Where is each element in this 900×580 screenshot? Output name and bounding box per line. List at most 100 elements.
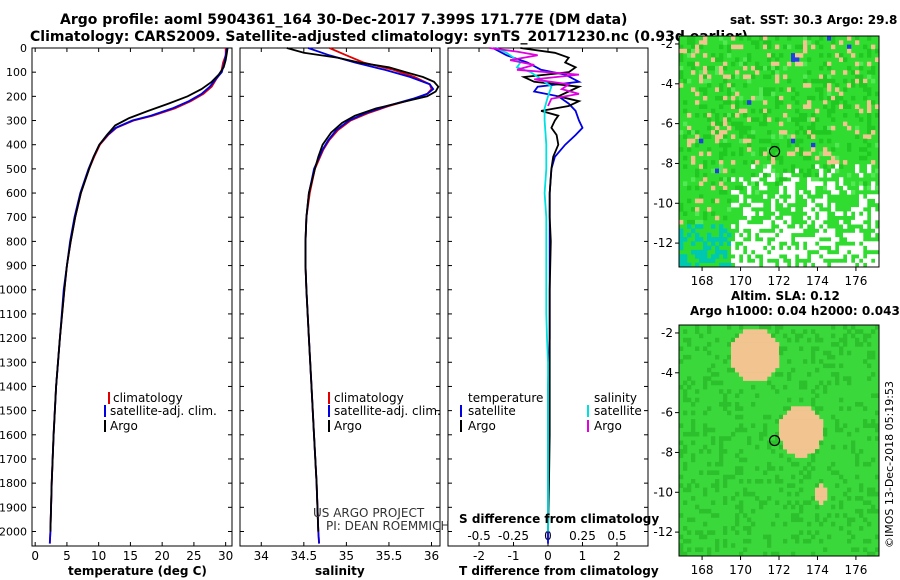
map-cell: [791, 181, 796, 186]
map-cell: [755, 333, 760, 339]
map-cell: [843, 100, 848, 105]
map-cell: [683, 258, 688, 263]
map-cell: [795, 91, 800, 97]
map-cell: [783, 538, 788, 544]
map-cell: [807, 151, 812, 157]
map-cell: [739, 121, 744, 127]
map-cell: [719, 151, 724, 157]
map-cell: [867, 363, 872, 369]
map-cell: [795, 410, 800, 416]
map-cell: [823, 427, 828, 433]
map-cell: [763, 359, 768, 364]
map-cell: [723, 117, 728, 122]
map-cell: [819, 483, 824, 488]
map-cell: [791, 258, 796, 263]
map-cell: [787, 406, 792, 411]
map-cell: [799, 406, 804, 411]
map-cell: [863, 138, 868, 144]
map-cell: [687, 40, 692, 45]
map-cell: [739, 337, 744, 343]
map-cell: [843, 113, 848, 118]
map-cell: [775, 104, 780, 109]
map-cell: [783, 181, 788, 186]
map-cell: [847, 36, 852, 41]
map-cell: [783, 202, 788, 208]
map-cell: [751, 337, 756, 343]
map-cell: [751, 346, 756, 351]
map-cell: [863, 406, 868, 411]
map-cell: [807, 155, 812, 161]
map-cell: [803, 78, 808, 84]
map-cell: [771, 359, 776, 364]
map-cell: [831, 190, 836, 195]
map-cell: [719, 44, 724, 50]
map-cell: [875, 194, 880, 199]
map-cell: [823, 491, 828, 497]
map-cell: [735, 113, 740, 118]
map-cell: [795, 117, 800, 122]
map-cell: [815, 427, 820, 433]
map-cell: [811, 466, 816, 471]
map-cell: [779, 453, 784, 458]
map-cell: [867, 354, 872, 360]
map-cell: [807, 245, 812, 251]
map-cell: [719, 453, 724, 458]
map-cell: [795, 534, 800, 540]
map-cell: [839, 249, 844, 255]
map-cell: [759, 211, 764, 216]
map-cell: [711, 224, 716, 229]
map-cell: [711, 440, 716, 446]
map-cell: [743, 254, 748, 259]
map-cell: [859, 172, 864, 178]
map-cell: [867, 245, 872, 251]
map-cell: [755, 249, 760, 255]
map-cell: [815, 530, 820, 535]
map-cell: [819, 44, 824, 50]
map-cell: [783, 130, 788, 135]
map-cell: [831, 232, 836, 238]
map-cell: [735, 402, 740, 407]
map-cell: [855, 215, 860, 221]
map-cell: [871, 245, 876, 251]
map-cell: [823, 151, 828, 157]
map-cell: [779, 134, 784, 139]
map-cell: [843, 224, 848, 229]
map-cell: [875, 254, 880, 259]
map-cell: [703, 53, 708, 58]
map-cell: [807, 202, 812, 208]
depth-tick-label: 300: [6, 115, 27, 128]
map-cell: [795, 168, 800, 174]
map-cell: [751, 228, 756, 234]
map-cell: [751, 342, 756, 347]
map-cell: [831, 181, 836, 186]
map-cell: [867, 70, 872, 75]
map-cell: [747, 125, 752, 131]
map-cell: [787, 104, 792, 109]
map-cell: [763, 224, 768, 229]
map-cell: [775, 194, 780, 199]
map-cell: [863, 224, 868, 229]
map-cell: [859, 449, 864, 454]
map-cell: [771, 440, 776, 446]
map-cell: [799, 241, 804, 246]
x-tick-label: 2: [613, 549, 621, 563]
map-cell: [771, 87, 776, 92]
map-cell: [871, 70, 876, 75]
series-line-salinity-satellite: [495, 47, 553, 532]
map-cell: [763, 372, 768, 377]
map-cell: [871, 100, 876, 105]
map-cell: [835, 372, 840, 377]
map-cell: [799, 504, 804, 510]
map-cell: [791, 254, 796, 259]
map-cell: [791, 245, 796, 251]
map-cell: [731, 359, 736, 364]
map-cell: [711, 57, 716, 62]
map-cell: [855, 329, 860, 334]
map-cell: [759, 367, 764, 373]
map-cell: [739, 262, 744, 268]
map-cell: [739, 108, 744, 114]
map-cell: [679, 202, 684, 208]
map-cell: [767, 350, 772, 356]
map-cell: [803, 419, 808, 424]
map-cell: [731, 87, 736, 92]
